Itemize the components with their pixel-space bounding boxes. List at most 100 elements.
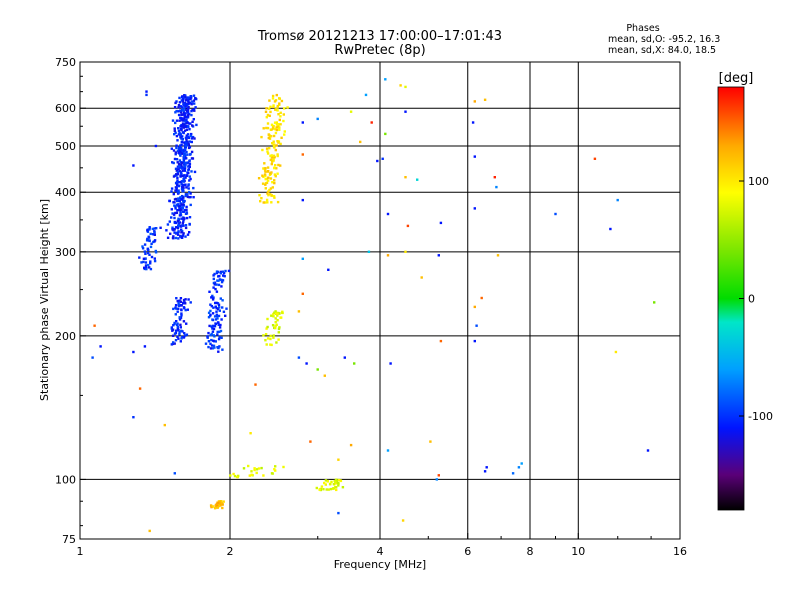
data-point [188,140,192,143]
data-point [177,337,180,340]
data-point [177,190,180,193]
data-point [132,350,135,354]
data-point [214,340,217,343]
data-point [178,318,182,321]
data-point [179,144,182,147]
data-point [221,348,224,351]
data-point [148,253,151,256]
data-point [334,480,337,484]
data-point [144,264,148,267]
data-point [180,146,183,150]
data-point [215,270,219,273]
data-point [180,96,184,99]
chart-subtitle: RwPretec (8p) [334,43,425,58]
data-point [275,167,278,170]
data-point [184,302,187,305]
data-point [184,193,188,196]
data-point [153,257,156,260]
data-point [406,224,410,228]
data-point [189,203,192,207]
data-point [176,165,180,168]
data-point [180,314,183,317]
data-point [227,269,231,273]
data-point [275,93,278,97]
data-point [272,143,275,146]
data-point [327,488,330,491]
data-point [177,224,181,227]
data-point [187,99,190,103]
data-point [170,190,173,193]
data-point [384,78,387,81]
data-point [213,325,217,328]
data-point [274,148,277,152]
data-point [389,362,392,365]
data-point [273,100,277,103]
data-point [93,324,96,327]
data-point [174,313,177,316]
data-point [218,278,222,281]
data-point [194,106,197,109]
data-point [187,171,190,175]
data-point [180,161,184,165]
data-point [177,127,180,130]
data-point [170,216,173,219]
data-point [185,212,189,215]
data-point [182,200,185,203]
data-point [282,119,285,123]
data-point [177,203,180,206]
data-point [229,474,232,477]
data-point [192,196,195,199]
data-point [265,116,268,119]
data-point [255,468,259,471]
data-point [222,500,225,503]
data-point [146,230,150,233]
data-point [186,133,190,136]
data-point [178,333,181,336]
data-point [176,219,180,223]
data-point [174,121,177,125]
data-point [177,217,180,220]
data-point [261,174,264,177]
data-point [301,121,304,124]
data-point [274,317,277,320]
data-point [216,317,219,320]
data-point [273,127,277,131]
data-point [253,468,256,472]
data-point [192,108,196,111]
data-point [170,343,173,346]
data-point [190,96,193,99]
data-point [337,511,340,515]
data-point [266,201,269,204]
data-point [182,190,185,193]
data-point [437,474,440,477]
data-point [192,118,195,121]
chart-title: Tromsø 20121213 17:00:00–17:01:43 [257,29,502,44]
data-point [180,99,183,102]
data-point [336,481,340,485]
phases-info-box: Phases mean, sd,O: -95.2, 16.3 mean, sd,… [608,23,720,56]
data-point [278,128,281,131]
data-point [177,197,180,200]
data-point [276,319,279,322]
data-point [177,129,181,133]
data-point [189,152,192,156]
data-point [301,257,304,260]
x-tick-label: 2 [227,545,234,558]
data-point [207,311,211,314]
data-point [439,339,443,343]
data-point [213,346,216,349]
data-point [188,128,191,131]
data-point [170,208,173,211]
data-point [254,383,257,386]
data-point [265,107,268,110]
data-point [172,341,175,344]
data-point [171,212,174,215]
data-point [271,142,274,145]
data-point [188,122,191,125]
data-point [217,303,221,306]
data-point [215,314,219,318]
data-point [653,301,656,304]
data-point [185,174,189,177]
data-point [404,250,407,253]
